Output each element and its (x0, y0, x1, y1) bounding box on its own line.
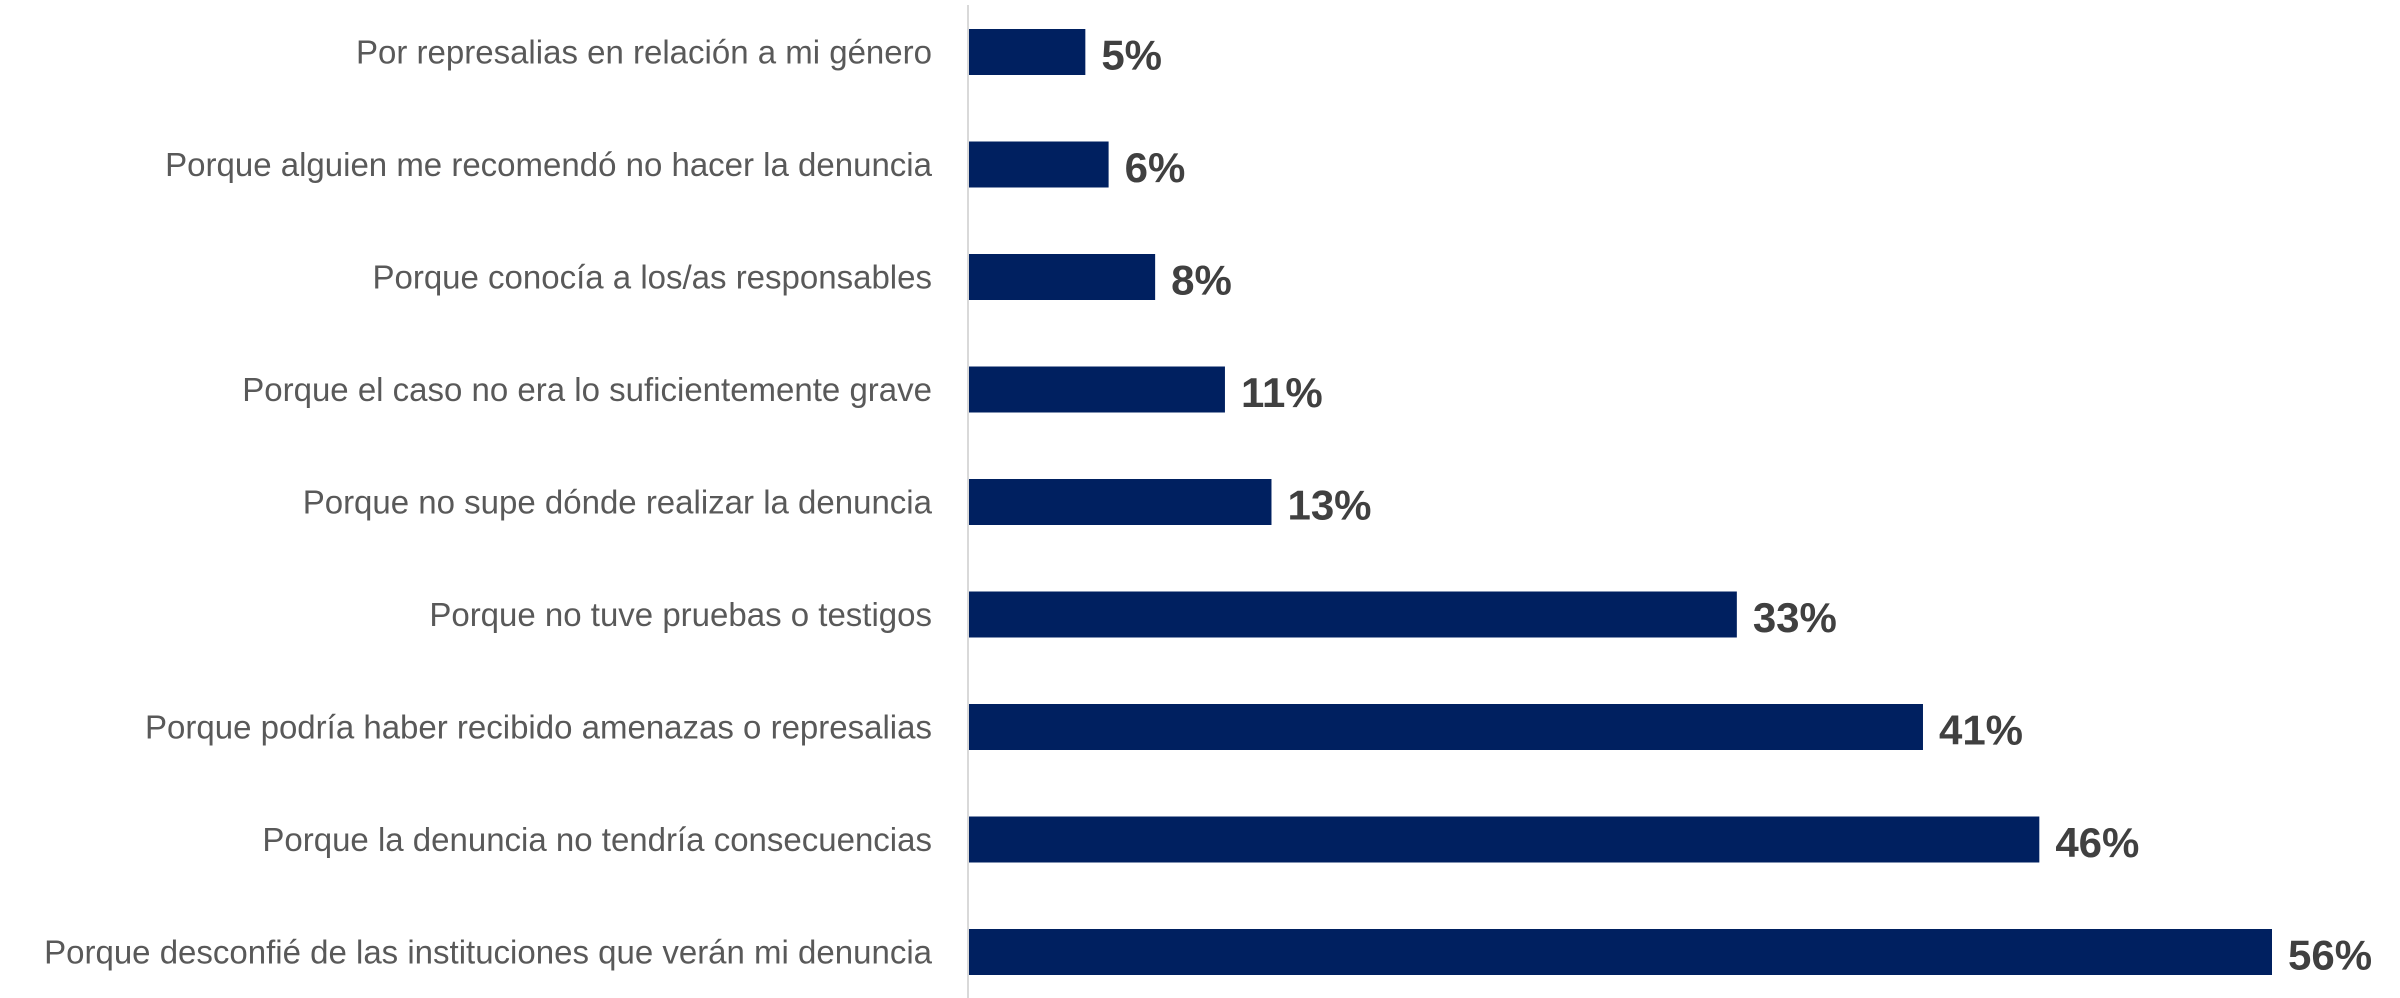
category-label: Porque alguien me recomendó no hacer la … (165, 146, 932, 183)
bar (969, 929, 2272, 975)
category-label: Porque conocía a los/as responsables (372, 259, 932, 296)
category-label: Porque el caso no era lo suficientemente… (242, 371, 932, 408)
data-label: 13% (1287, 482, 1371, 529)
bar-row: Porque no tuve pruebas o testigos 33% (429, 591, 1837, 641)
bar (969, 254, 1156, 300)
data-label: 11% (1241, 369, 1323, 416)
category-label: Porque desconfié de las instituciones qu… (44, 934, 933, 971)
bar (969, 704, 1923, 750)
bar (969, 479, 1272, 525)
bar-row: Porque desconfié de las instituciones qu… (44, 929, 2372, 979)
category-label: Por represalias en relación a mi género (356, 34, 932, 71)
data-label: 6% (1125, 144, 1186, 191)
data-label: 33% (1753, 594, 1837, 641)
data-label: 56% (2288, 932, 2372, 979)
bar (969, 591, 1737, 638)
bar-row: Porque el caso no era lo suficientemente… (242, 366, 1323, 416)
category-label: Porque no tuve pruebas o testigos (429, 596, 932, 633)
bar (969, 816, 2040, 863)
bar-row: Por represalias en relación a mi género 5… (356, 29, 1162, 79)
bar (969, 141, 1109, 188)
category-label: Porque podría haber recibido amenazas o … (145, 709, 932, 746)
bar-row: Porque alguien me recomendó no hacer la … (165, 141, 1186, 191)
data-label: 41% (1939, 707, 2023, 754)
category-label: Porque la denuncia no tendría consecuenc… (262, 821, 932, 858)
data-label: 8% (1171, 257, 1232, 304)
bar-row: Porque conocía a los/as responsables 8% (372, 254, 1232, 304)
data-label: 46% (2055, 819, 2139, 866)
data-label: 5% (1101, 32, 1162, 79)
bar-row: Porque la denuncia no tendría consecuenc… (262, 816, 2139, 866)
bar-row: Porque podría haber recibido amenazas o … (145, 704, 2023, 754)
bar (969, 29, 1086, 75)
bar (969, 366, 1225, 413)
category-label: Porque no supe dónde realizar la denunci… (303, 484, 933, 521)
bar-row: Porque no supe dónde realizar la denunci… (303, 479, 1372, 529)
